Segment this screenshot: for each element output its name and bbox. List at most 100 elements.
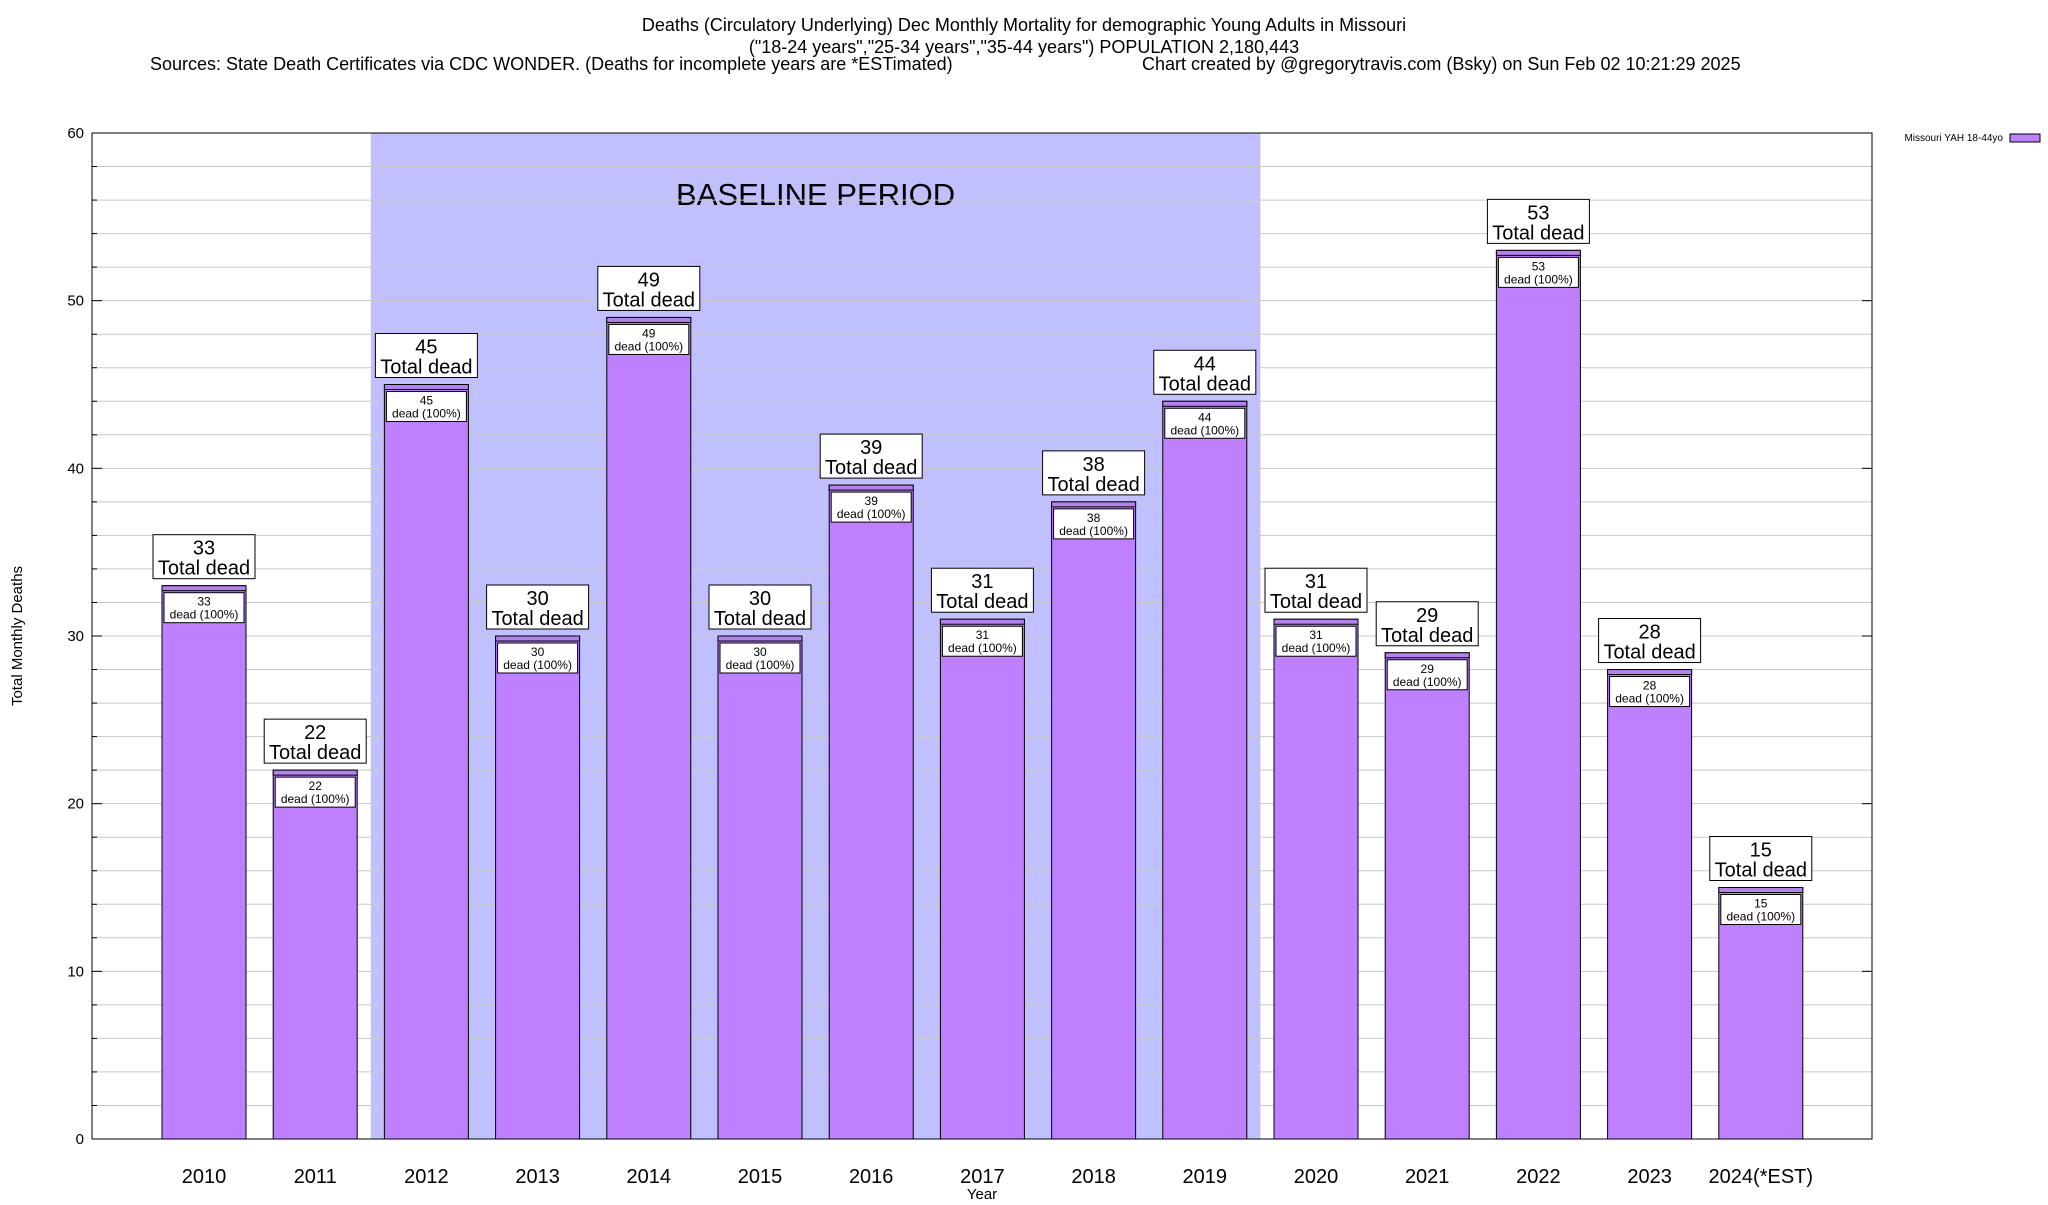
inner-label-box (608, 323, 690, 355)
y-tick-label: 20 (67, 796, 84, 813)
bar-top-cap (1495, 249, 1581, 256)
bar-top-cap (383, 384, 469, 390)
inner-value-label: 28 (1643, 679, 1657, 693)
total-dead-label: Total dead (1159, 373, 1251, 395)
x-tick-label: 2017 (960, 1166, 1005, 1188)
bar-top-cap (828, 484, 914, 491)
legend-label: Missouri YAH 18-44yo (1904, 133, 2003, 144)
total-value-label: 29 (1416, 605, 1438, 627)
x-tick-label: 2021 (1405, 1166, 1450, 1188)
total-dead-label: Total dead (1715, 860, 1807, 882)
bar-top-cap (495, 635, 581, 642)
inner-value-label: 39 (865, 494, 879, 508)
chart-title: Deaths (Circulatory Underlying) Dec Mont… (0, 14, 2048, 58)
total-value-label: 45 (415, 337, 437, 359)
total-value-label: 22 (304, 722, 326, 744)
bar-top-cap (717, 635, 803, 642)
y-axis: 0 10 20 30 40 50 60 (67, 125, 1872, 1148)
total-value-label: 30 (749, 588, 771, 610)
inner-percent-label: dead (100%) (1615, 692, 1684, 706)
inner-value-label: 31 (1309, 628, 1323, 642)
inner-value-label: 15 (1754, 897, 1768, 911)
inner-percent-label: dead (100%) (1393, 675, 1462, 689)
bar (717, 635, 803, 1140)
inner-percent-label: dead (100%) (1059, 524, 1128, 538)
bar-top-cap (1162, 400, 1248, 407)
bar (1162, 400, 1248, 1140)
inner-label-box (719, 642, 801, 674)
bar-top-cap (1051, 501, 1137, 508)
inner-percent-label: dead (100%) (1726, 910, 1795, 924)
y-tick-label: 0 (76, 1131, 84, 1148)
total-value-label: 33 (193, 538, 215, 560)
x-tick-label: 2014 (627, 1166, 672, 1188)
total-label-box (1264, 567, 1368, 613)
total-dead-label: Total dead (1270, 591, 1362, 613)
total-label-box (597, 265, 701, 311)
inner-percent-label: dead (100%) (948, 641, 1017, 655)
total-value-label: 15 (1750, 840, 1772, 862)
bar (495, 635, 581, 1140)
chart-sources: Sources: State Death Certificates via CD… (150, 54, 953, 74)
bar (1718, 887, 1804, 1140)
inner-label-box (1053, 508, 1135, 540)
x-axis-label: Year (967, 1186, 997, 1200)
chart-credit: Chart created by @gregorytravis.com (Bsk… (1142, 54, 1741, 74)
inner-value-label: 22 (309, 779, 323, 793)
legend-swatch (2009, 133, 2041, 143)
inner-label-box (274, 776, 356, 808)
x-tick-label: 2023 (1627, 1166, 1672, 1188)
bar (1607, 669, 1693, 1140)
inner-label-box (385, 391, 467, 422)
inner-value-label: 30 (531, 645, 545, 659)
bar (1051, 501, 1137, 1140)
x-tick-label: 2016 (849, 1166, 894, 1188)
total-label-box (1042, 450, 1146, 496)
total-label-box (930, 567, 1034, 613)
total-dead-label: Total dead (1492, 222, 1584, 244)
inner-label-box (1609, 676, 1691, 708)
y-tick-label: 40 (67, 460, 84, 477)
total-dead-label: Total dead (158, 558, 250, 580)
bar (1273, 618, 1359, 1140)
inner-label-box (941, 625, 1023, 657)
total-value-label: 39 (860, 437, 882, 459)
bar-top-cap (272, 769, 358, 776)
inner-percent-label: dead (100%) (1282, 641, 1351, 655)
x-tick-label: 2018 (1071, 1166, 1116, 1188)
x-tick-label: 2022 (1516, 1166, 1561, 1188)
inner-label-box (1275, 625, 1357, 657)
chart-title-line2: ("18-24 years","25-34 years","35-44 year… (748, 37, 1300, 57)
y-tick-label: 60 (67, 125, 84, 142)
inner-value-label: 45 (420, 394, 434, 408)
inner-percent-label: dead (100%) (281, 792, 350, 806)
bar-top-cap (1607, 669, 1693, 676)
bar (383, 384, 469, 1140)
bar (272, 769, 358, 1140)
x-tick-label: 2024(*EST) (1709, 1166, 1814, 1188)
inner-value-label: 49 (642, 326, 656, 340)
total-value-label: 31 (971, 571, 993, 593)
x-tick-label: 2020 (1294, 1166, 1339, 1188)
y-tick-label: 50 (67, 293, 84, 310)
inner-value-label: 31 (976, 628, 990, 642)
bar-top-cap (1273, 618, 1359, 625)
inner-value-label: 44 (1198, 410, 1212, 424)
bar (1384, 652, 1470, 1140)
bar (606, 316, 692, 1140)
total-value-label: 38 (1082, 454, 1104, 476)
total-label-box (1375, 601, 1479, 647)
inner-label-box (1164, 407, 1246, 439)
inner-percent-label: dead (100%) (1170, 423, 1239, 437)
total-label-box (819, 433, 923, 479)
inner-label-box (1720, 894, 1802, 925)
